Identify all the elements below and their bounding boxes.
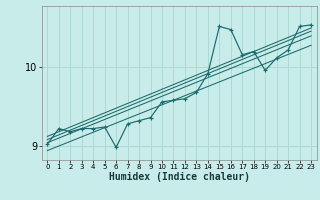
X-axis label: Humidex (Indice chaleur): Humidex (Indice chaleur) — [109, 172, 250, 182]
